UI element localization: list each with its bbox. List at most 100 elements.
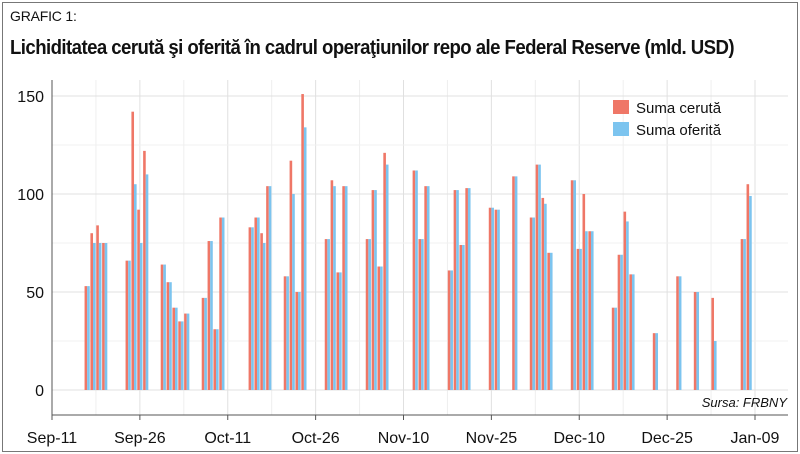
bar-oferit xyxy=(491,207,494,390)
bar-cerut xyxy=(377,266,381,390)
bar-oferit xyxy=(262,243,266,390)
x-tick-label: Oct-11 xyxy=(204,430,251,447)
bar-oferit xyxy=(333,186,336,390)
bar-cerut xyxy=(465,188,468,390)
bar-oferit xyxy=(467,188,471,390)
bar-oferit xyxy=(544,203,547,390)
bar-oferit xyxy=(549,252,553,390)
bar-cerut xyxy=(342,186,345,390)
bar-cerut xyxy=(535,164,539,390)
bar-cerut xyxy=(207,241,211,390)
bar-cerut xyxy=(512,176,515,390)
bar-oferit xyxy=(532,217,535,390)
bar-cerut xyxy=(178,321,181,390)
bar-oferit xyxy=(626,221,629,390)
bar-oferit xyxy=(87,286,90,390)
bar-cerut xyxy=(488,207,492,390)
bar-oferit xyxy=(169,282,172,390)
bar-oferit xyxy=(368,239,371,390)
bar-cerut xyxy=(254,217,258,390)
bar-cerut xyxy=(418,239,422,390)
chart-legend: Suma cerută Suma oferită xyxy=(613,100,722,139)
bar-oferit xyxy=(286,276,289,390)
bar-cerut xyxy=(301,94,304,390)
bar-cerut xyxy=(201,297,205,390)
figure-label: GRAFIC 1: xyxy=(10,8,77,24)
y-tick-label: 0 xyxy=(35,383,44,400)
bar-cerut xyxy=(412,170,416,390)
chart-bars xyxy=(84,94,752,391)
bar-oferit xyxy=(327,239,330,390)
legend-swatch xyxy=(613,122,629,136)
bar-oferit xyxy=(590,231,594,390)
bar-cerut xyxy=(711,297,714,390)
bar-oferit xyxy=(380,266,383,390)
legend-label: Suma oferită xyxy=(636,122,722,139)
x-tick-label: Sep-26 xyxy=(114,430,166,447)
bar-oferit xyxy=(98,243,102,390)
bar-oferit xyxy=(678,276,682,390)
bar-cerut xyxy=(570,180,574,390)
x-tick-label: Jan-09 xyxy=(731,430,780,447)
bar-oferit xyxy=(655,333,659,390)
chart-title: Lichiditatea cerută şi oferită în cadrul… xyxy=(10,37,735,59)
bar-cerut xyxy=(324,239,328,390)
bar-cerut xyxy=(160,264,164,390)
y-tick-label: 50 xyxy=(26,285,44,302)
bar-cerut xyxy=(184,313,187,390)
bar-cerut xyxy=(582,194,586,390)
bar-oferit xyxy=(216,329,219,390)
bar-cerut xyxy=(529,217,533,390)
bar-oferit xyxy=(145,174,149,390)
bar-oferit xyxy=(344,186,348,390)
x-tick-label: Oct-26 xyxy=(292,430,340,447)
x-tick-label: Nov-10 xyxy=(378,430,430,447)
bar-oferit xyxy=(426,186,430,390)
bar-oferit xyxy=(374,190,377,390)
bar-oferit xyxy=(538,164,541,390)
bar-cerut xyxy=(260,233,263,390)
bar-oferit xyxy=(749,195,752,390)
bar-cerut xyxy=(746,184,750,390)
bar-oferit xyxy=(268,186,272,390)
bar-oferit xyxy=(298,292,301,390)
y-tick-label: 100 xyxy=(17,187,44,204)
chart-axes: 0 50 100 150 Sep-11 Sep-26 Oct-11 Oct-26 Nov-10 N… xyxy=(17,80,788,447)
x-tick-label: Sep-11 xyxy=(27,430,78,447)
bar-cerut xyxy=(623,211,627,390)
bar-cerut xyxy=(547,252,550,390)
bar-cerut xyxy=(740,239,744,390)
bar-oferit xyxy=(514,176,518,390)
bar-oferit xyxy=(620,254,623,390)
bar-cerut xyxy=(424,186,427,390)
bar-oferit xyxy=(175,307,178,390)
bar-cerut xyxy=(102,243,105,390)
source-note: Sursa: FRBNY xyxy=(702,395,789,410)
bar-cerut xyxy=(617,254,621,390)
bar-oferit xyxy=(303,127,307,391)
bar-oferit xyxy=(292,194,295,390)
bar-oferit xyxy=(257,217,260,390)
bar-cerut xyxy=(336,272,340,390)
bar-oferit xyxy=(450,270,453,390)
bar-cerut xyxy=(248,227,252,390)
bar-oferit xyxy=(585,231,588,390)
bar-cerut xyxy=(84,286,88,390)
bar-oferit xyxy=(415,170,418,390)
bar-oferit xyxy=(573,180,576,390)
bar-oferit xyxy=(579,248,582,390)
bar-cerut xyxy=(143,150,146,390)
bar-cerut xyxy=(295,292,299,390)
bar-cerut xyxy=(283,276,287,390)
bar-oferit xyxy=(210,241,213,390)
bar-oferit xyxy=(93,243,96,390)
bar-cerut xyxy=(459,244,463,390)
bar-cerut xyxy=(371,190,375,390)
legend-label: Suma cerută xyxy=(636,100,722,117)
bar-oferit xyxy=(743,239,746,390)
bar-oferit xyxy=(128,260,131,390)
bar-cerut xyxy=(166,282,170,390)
bar-oferit xyxy=(631,274,635,390)
